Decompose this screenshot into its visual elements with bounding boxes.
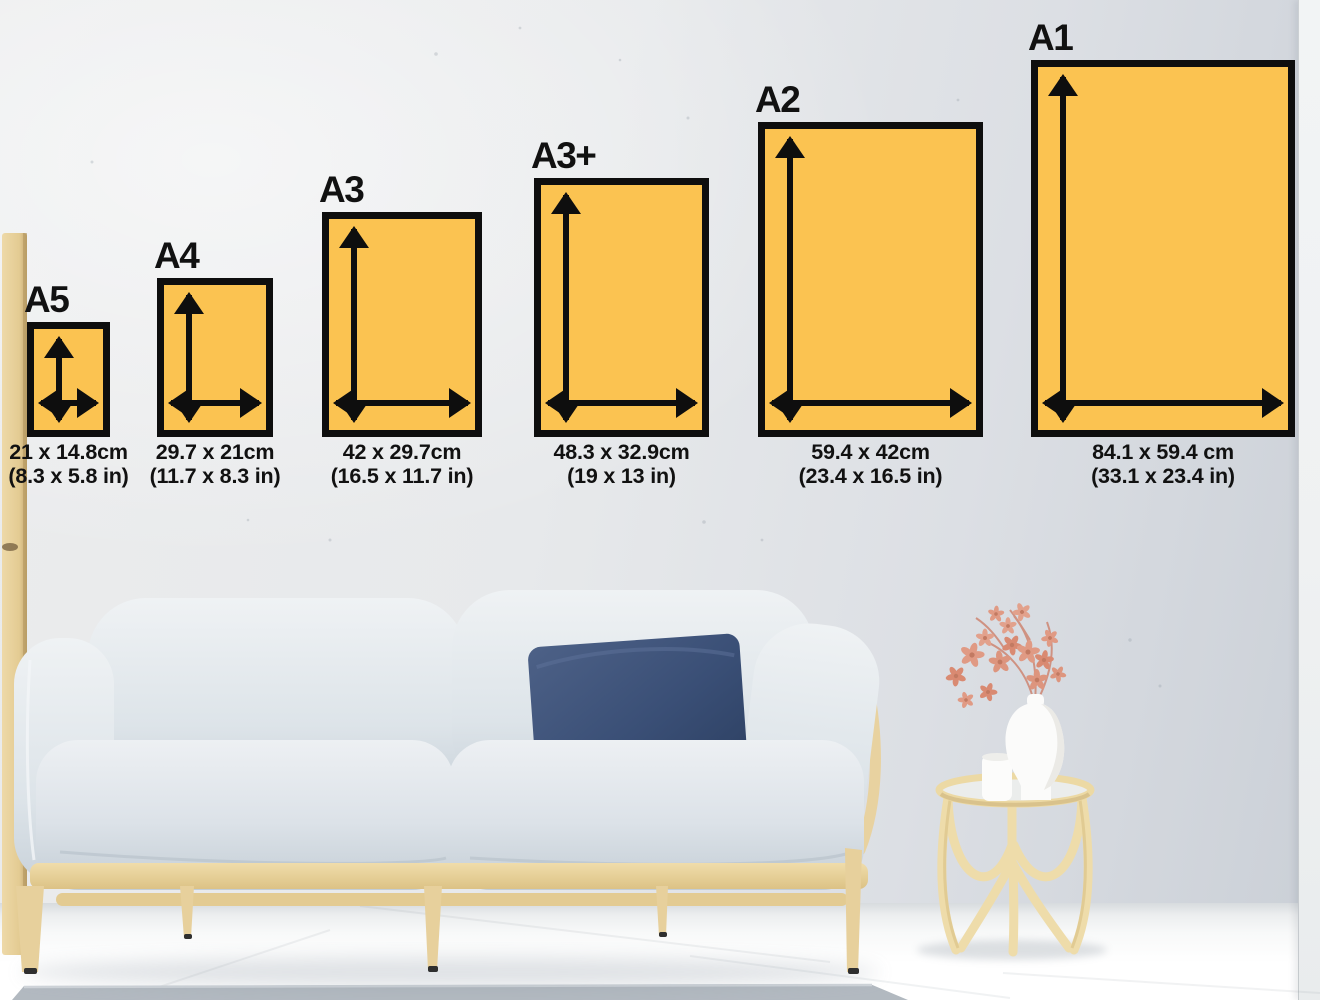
paper-rectangle	[157, 278, 273, 437]
size-dimensions: 42 x 29.7cm (16.5 x 11.7 in)	[252, 440, 552, 488]
width-arrow-icon	[168, 388, 262, 418]
paper-size-label: A3+	[531, 135, 597, 176]
paper-rectangle	[758, 122, 983, 437]
navy-pillow	[528, 633, 749, 794]
width-arrow-icon	[38, 388, 99, 418]
height-arrow-icon	[1048, 74, 1078, 423]
paper-size-card-a3: A3 42 x 29.7cm (16.5 x 11.7 in)	[319, 171, 482, 487]
size-dimensions: 29.7 x 21cm (11.7 x 8.3 in)	[65, 440, 365, 488]
paper-size-label: A5	[24, 279, 70, 320]
decor	[941, 598, 1070, 801]
size-cm-text: 48.3 x 32.9cm	[553, 440, 690, 464]
width-arrow-icon	[1042, 388, 1284, 418]
paper-size-label: A1	[1028, 17, 1074, 58]
size-in-text: (23.4 x 16.5 in)	[798, 463, 943, 488]
wood-post	[2, 233, 27, 955]
size-dimensions: 48.3 x 32.9cm (19 x 13 in)	[472, 440, 772, 488]
width-arrow-icon	[545, 388, 698, 418]
size-dimensions: 84.1 x 59.4 cm (33.1 x 23.4 in)	[1013, 440, 1313, 488]
width-arrow-icon	[769, 388, 972, 418]
size-cm-text: 29.7 x 21cm	[155, 440, 275, 464]
floor	[0, 903, 1320, 1000]
paper-size-label: A3	[319, 169, 365, 210]
size-in-text: (33.1 x 23.4 in)	[1091, 463, 1235, 488]
height-arrow-icon	[551, 192, 581, 423]
size-dimensions: 21 x 14.8cm (8.3 x 5.8 in)	[0, 440, 219, 488]
flower-branches	[941, 598, 1070, 712]
paper-size-card-a2: A2 59.4 x 42cm (23.4 x 16.5 in)	[755, 81, 983, 487]
paper-size-label: A4	[154, 235, 200, 276]
paper-size-card-a1: A1 84.1 x 59.4 cm (33.1 x 23.4 in)	[1028, 19, 1295, 487]
size-cm-text: 42 x 29.7cm	[342, 440, 462, 464]
paper-rectangle	[1031, 60, 1295, 437]
table-top	[935, 772, 1095, 808]
paper-rectangle	[27, 322, 110, 437]
paper-size-card-a5: A5 21 x 14.8cm (8.3 x 5.8 in)	[8, 281, 128, 487]
width-arrow-icon	[333, 388, 471, 418]
paper-rectangle	[322, 212, 482, 437]
paper-rectangle	[534, 178, 709, 437]
vase	[1005, 694, 1065, 800]
size-cm-text: 59.4 x 42cm	[811, 440, 930, 464]
paper-size-card-a3plus: A3+ 48.3 x 32.9cm (19 x 13 in)	[531, 137, 709, 487]
size-in-text: (19 x 13 in)	[567, 463, 676, 488]
size-in-text: (11.7 x 8.3 in)	[149, 463, 281, 488]
paper-size-label: A2	[755, 79, 801, 120]
size-in-text: (16.5 x 11.7 in)	[330, 463, 474, 488]
size-cm-text: 84.1 x 59.4 cm	[1092, 440, 1234, 464]
cup	[982, 753, 1012, 801]
height-arrow-icon	[775, 136, 805, 423]
size-in-text: (8.3 x 5.8 in)	[8, 463, 129, 488]
sofa-frame-rail	[30, 863, 868, 889]
paper-size-card-a4: A4 29.7 x 21cm (11.7 x 8.3 in)	[150, 237, 281, 487]
wall-corner	[1298, 0, 1320, 1000]
size-cm-text: 21 x 14.8cm	[9, 440, 128, 464]
size-dimensions: 59.4 x 42cm (23.4 x 16.5 in)	[721, 440, 1021, 488]
